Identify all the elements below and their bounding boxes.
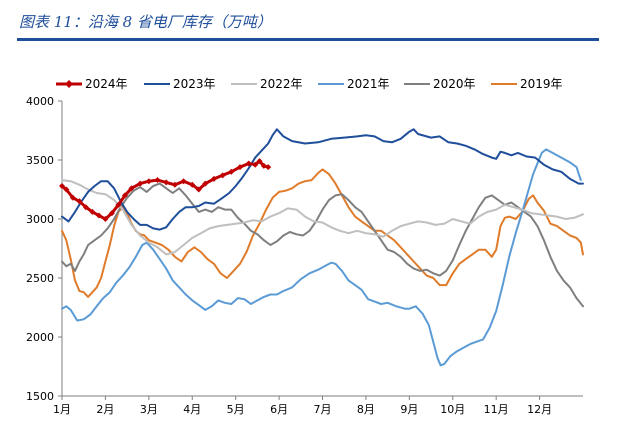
series-point-2024 xyxy=(115,201,122,208)
series-point-2024 xyxy=(180,178,187,185)
x-tick-label: 3月 xyxy=(140,403,158,416)
x-tick-label: 5月 xyxy=(227,403,245,416)
series-point-2024 xyxy=(228,168,235,175)
x-tick-label: 7月 xyxy=(314,403,332,416)
series-line-2023 xyxy=(61,128,584,231)
legend-label: 2019年 xyxy=(520,77,563,91)
y-tick-label: 2500 xyxy=(26,272,54,285)
series-point-2024 xyxy=(121,192,128,199)
series-point-2024 xyxy=(69,194,76,201)
series-point-2024 xyxy=(163,179,170,186)
series-point-2024 xyxy=(219,172,226,179)
x-tick-label: 11月 xyxy=(484,403,509,416)
chart-legend: 2024年 2023年 2022年 2021年 2020年 2019年 xyxy=(56,77,563,91)
series-point-2024 xyxy=(256,158,263,165)
series-point-2024 xyxy=(252,161,259,168)
series-point-2024 xyxy=(265,164,272,171)
legend-label: 2022年 xyxy=(260,77,303,91)
series-point-2024 xyxy=(137,180,144,187)
series-point-2024 xyxy=(171,181,178,188)
x-tick-label: 9月 xyxy=(400,403,418,416)
x-tick-label: 1月 xyxy=(53,403,71,416)
series-point-2024 xyxy=(195,186,202,193)
y-tick-label: 3000 xyxy=(26,213,54,226)
x-tick-label: 8月 xyxy=(357,403,375,416)
series-point-2024 xyxy=(76,198,83,205)
series-point-2024 xyxy=(59,182,65,189)
x-tick-label: 10月 xyxy=(440,403,465,416)
x-tick-label: 6月 xyxy=(270,403,288,416)
legend-label: 2021年 xyxy=(347,77,390,91)
series-point-2024 xyxy=(260,162,267,169)
y-tick-label: 3500 xyxy=(26,154,54,167)
series-point-2024 xyxy=(237,164,244,171)
series-point-2024 xyxy=(202,180,209,187)
series-point-2024 xyxy=(63,186,70,193)
series-point-2024 xyxy=(145,178,152,185)
y-tick-label: 4000 xyxy=(26,95,54,108)
legend-label: 2020年 xyxy=(433,77,476,91)
series-point-2024 xyxy=(210,175,217,182)
x-tick-label: 2月 xyxy=(96,403,114,416)
series-point-2024 xyxy=(95,212,102,219)
legend-marker xyxy=(65,80,73,88)
x-tick-label: 4月 xyxy=(183,403,201,416)
series-point-2024 xyxy=(245,160,252,167)
figure-title: 图表 11：沿海 8 省电厂库存（万吨） xyxy=(19,13,272,31)
series-point-2024 xyxy=(108,210,115,217)
series-line-2022 xyxy=(61,179,584,256)
series-line-2021 xyxy=(61,148,582,367)
series-point-2024 xyxy=(189,181,196,188)
y-tick-label: 2000 xyxy=(26,331,54,344)
chart-series xyxy=(59,128,584,367)
title-rule xyxy=(17,38,599,41)
legend-label: 2023年 xyxy=(173,77,216,91)
x-tick-label: 12月 xyxy=(527,403,552,416)
series-point-2024 xyxy=(102,216,109,222)
series-point-2024 xyxy=(154,177,161,184)
y-tick-label: 1500 xyxy=(26,390,54,403)
series-point-2024 xyxy=(82,204,89,211)
legend-label: 2024年 xyxy=(85,77,128,91)
series-line-2020 xyxy=(61,182,584,308)
series-point-2024 xyxy=(128,185,135,192)
series-point-2024 xyxy=(89,208,96,215)
